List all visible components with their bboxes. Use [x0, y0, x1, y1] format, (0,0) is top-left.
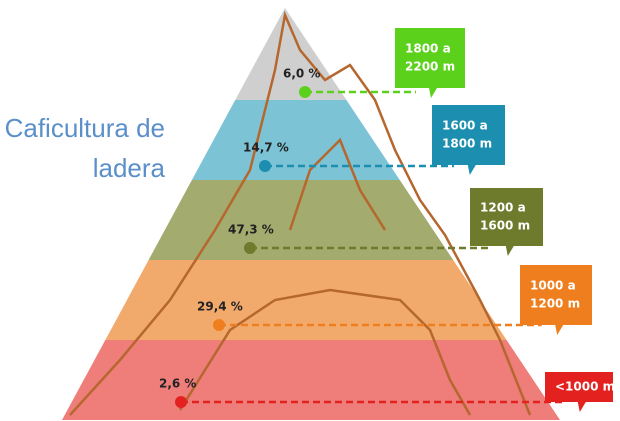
category-label: 1200 a	[480, 201, 526, 215]
value-label: 14,7 %	[243, 141, 289, 155]
marker-dot	[299, 86, 311, 98]
category-label: <1000 m	[555, 380, 615, 394]
category-label: 1200 m	[530, 297, 580, 311]
value-label: 47,3 %	[228, 223, 274, 237]
marker-dot	[175, 396, 187, 408]
value-label: 29,4 %	[197, 300, 243, 314]
value-label: 6,0 %	[283, 67, 320, 81]
category-label: 1800 a	[405, 42, 451, 56]
category-label: 1600 a	[442, 119, 488, 133]
chart: Caficultura de ladera 6,0 % 1800 a 2200 m 1…	[0, 0, 620, 421]
category-label: 1600 m	[480, 219, 530, 233]
title: Caficultura de	[5, 113, 165, 143]
category-label: 1800 m	[442, 137, 492, 151]
page: Caficultura de ladera 6,0 % 1800 a 2200 m 1…	[0, 0, 620, 421]
pyramid-band	[0, 8, 620, 100]
marker-dot	[213, 319, 225, 331]
marker-dot	[259, 160, 271, 172]
marker-dot	[244, 242, 256, 254]
category-label: 2200 m	[405, 60, 455, 74]
value-label: 2,6 %	[159, 377, 196, 391]
title: ladera	[93, 153, 166, 183]
category-label: 1000 a	[530, 279, 576, 293]
